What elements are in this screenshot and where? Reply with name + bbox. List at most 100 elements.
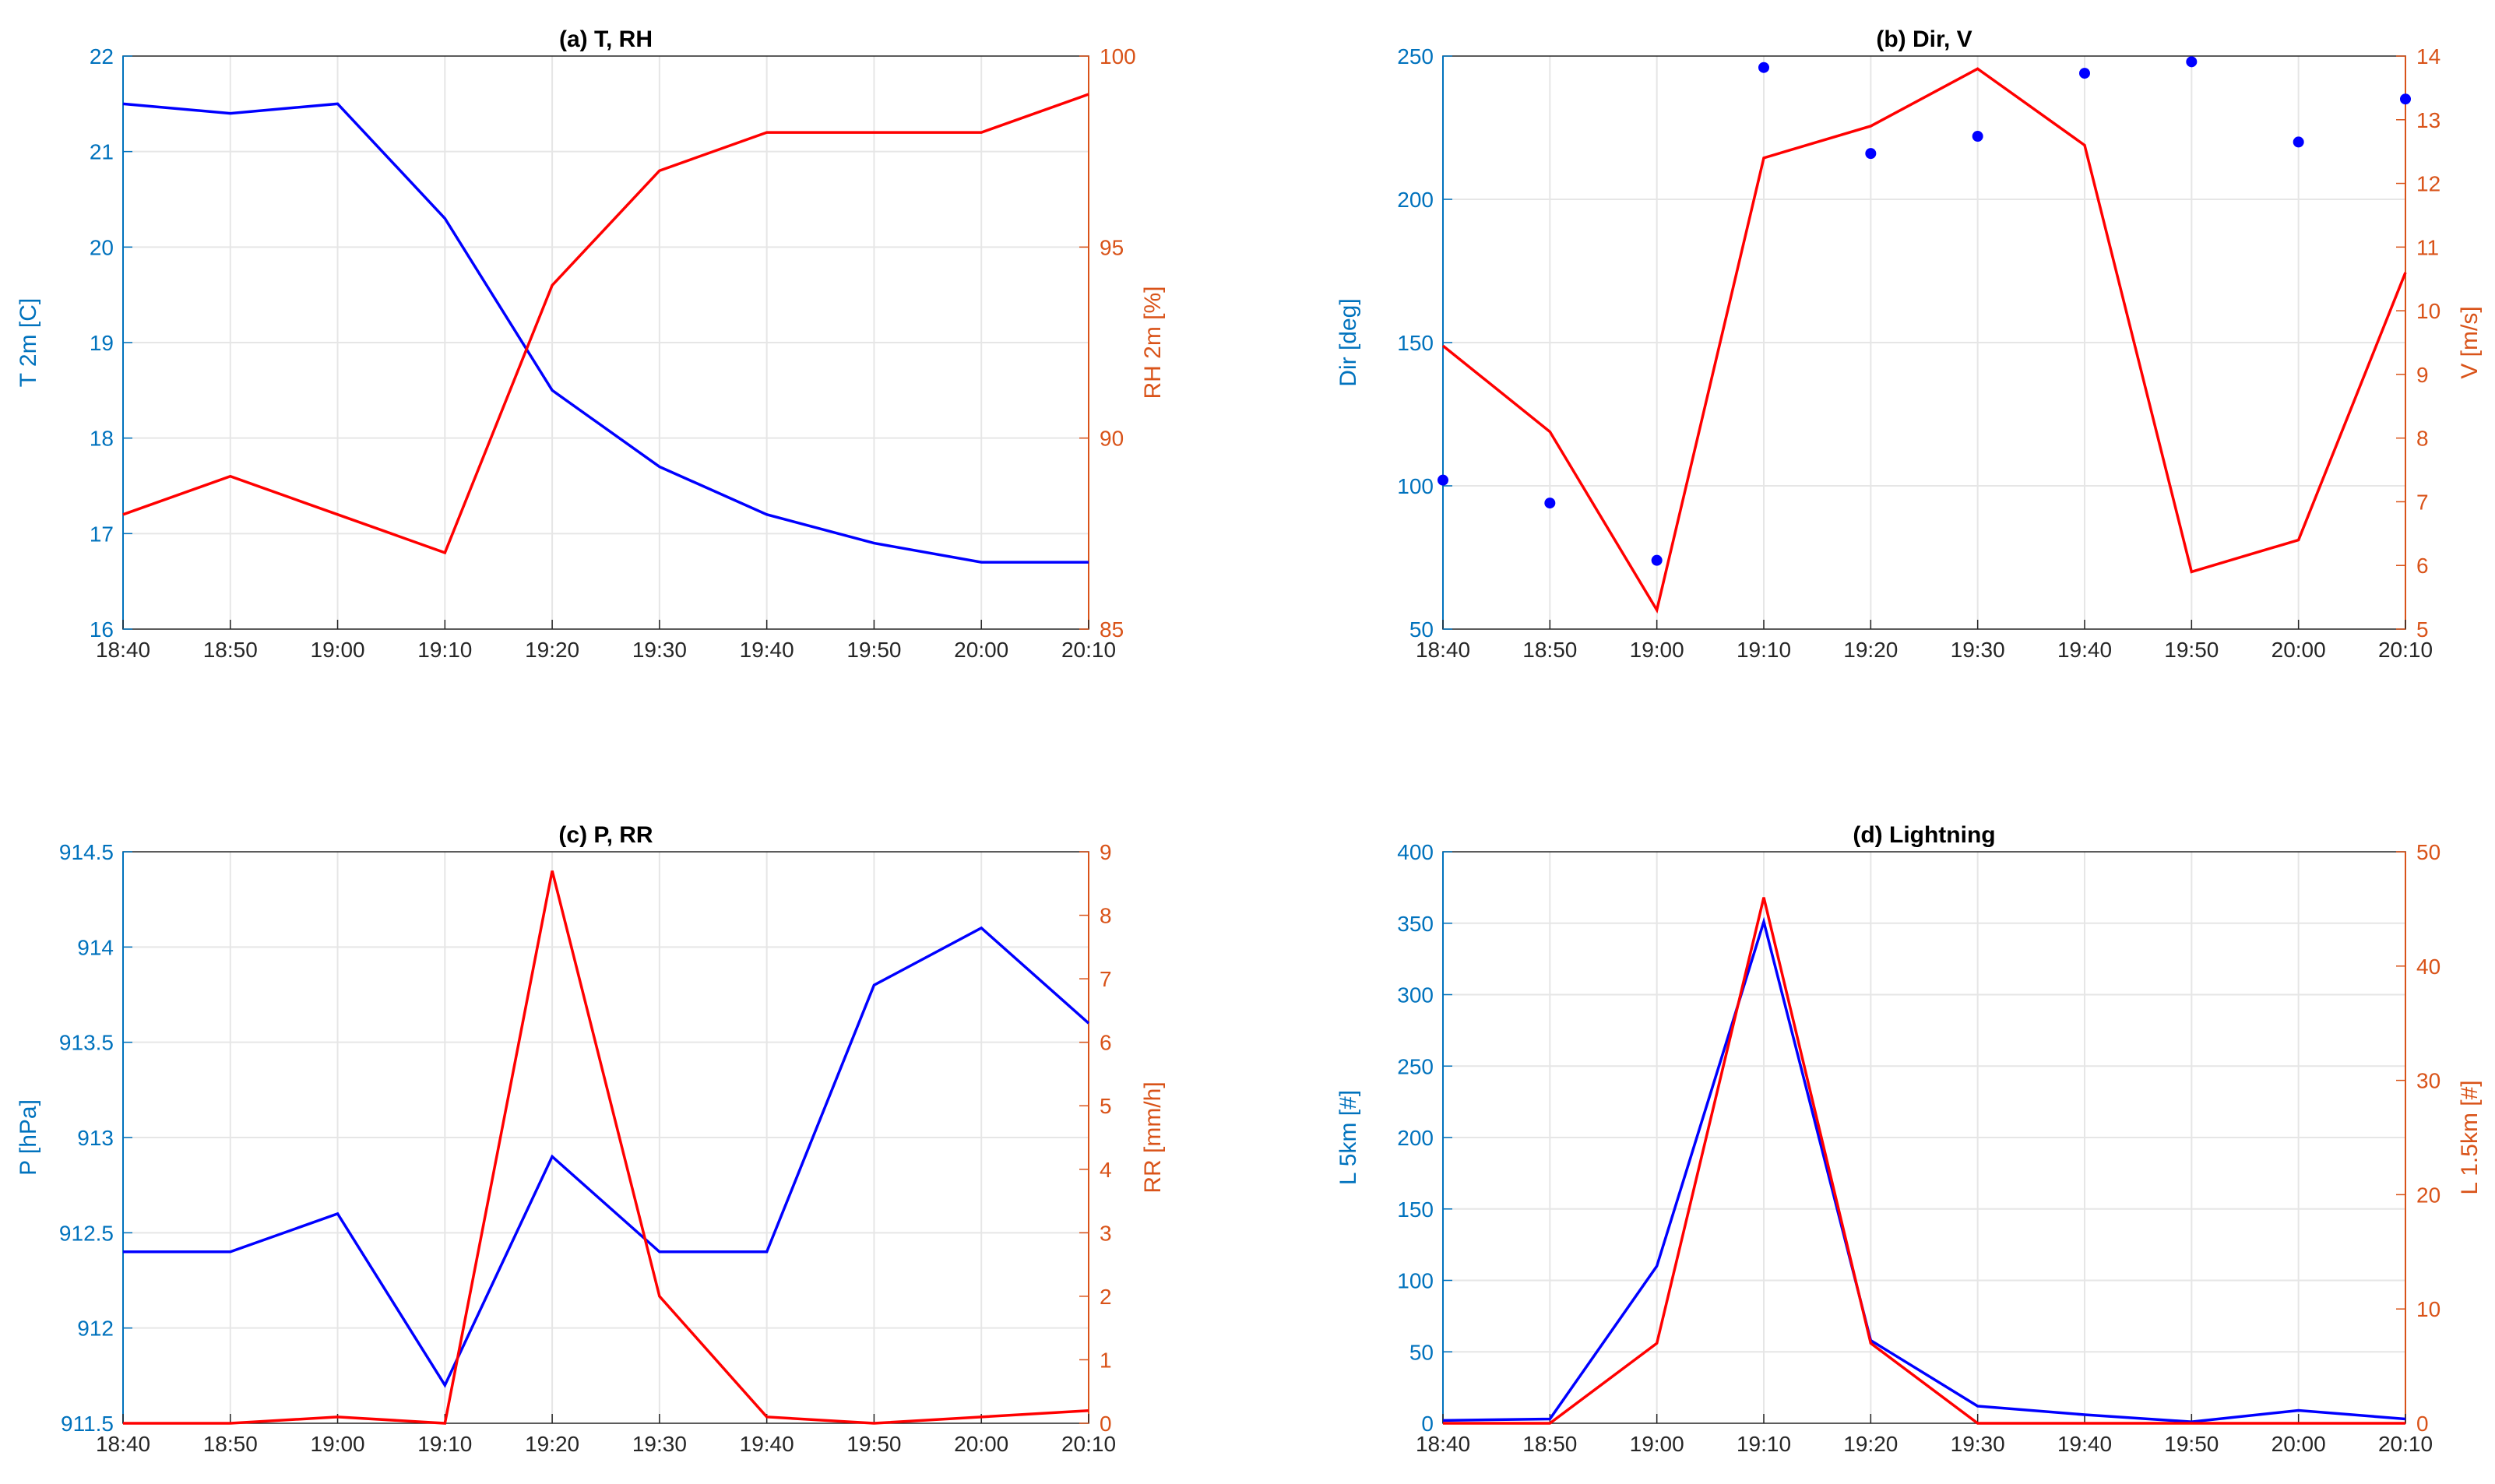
left-tick-label: 914 <box>77 935 114 959</box>
x-tick-label: 18:50 <box>1522 1432 1577 1456</box>
right-tick-label: 2 <box>1100 1285 1112 1309</box>
left-tick-label: 17 <box>90 522 114 546</box>
series-line <box>122 102 1089 564</box>
left-tick-label: 400 <box>1397 840 1434 864</box>
x-tick-label: 18:40 <box>1416 638 1470 662</box>
left-tick-label: 914.5 <box>59 840 114 864</box>
series-line <box>1443 897 2405 1425</box>
right-tick-label: 90 <box>1100 427 1124 451</box>
right-tick-label: 13 <box>2416 108 2440 132</box>
series-rr <box>122 870 1089 1425</box>
right-tick-label: 11 <box>2416 235 2439 259</box>
series-rh-2m <box>122 93 1089 555</box>
right-tick-label: 20 <box>2416 1183 2440 1207</box>
x-tick-label: 20:10 <box>1061 638 1116 662</box>
data-point <box>1865 148 1877 160</box>
x-tick-label: 20:00 <box>2272 1432 2326 1456</box>
right-tick-label: 95 <box>1100 235 1124 259</box>
left-tick-label: 250 <box>1397 44 1434 69</box>
panel-title: (c) P, RR <box>558 822 653 848</box>
right-axis-label: RR [mm/h] <box>1140 1081 1166 1193</box>
x-tick-label: 18:50 <box>203 638 258 662</box>
x-tick-label: 19:00 <box>1630 1432 1684 1456</box>
x-tick-label: 19:30 <box>1951 638 2005 662</box>
left-tick-label: 350 <box>1397 912 1434 936</box>
right-tick-label: 0 <box>2416 1412 2429 1436</box>
left-axis-label: Dir [deg] <box>1335 298 1361 386</box>
x-tick-label: 18:40 <box>96 1432 150 1456</box>
left-tick-label: 16 <box>90 617 114 642</box>
x-tick-label: 18:50 <box>203 1432 258 1456</box>
x-tick-label: 19:00 <box>311 1432 365 1456</box>
series-line <box>123 926 1090 1388</box>
left-tick-label: 50 <box>1409 1340 1434 1364</box>
left-tick-label: 913.5 <box>59 1031 114 1055</box>
x-tick-label: 19:10 <box>417 638 472 662</box>
left-tick-label: 250 <box>1397 1054 1434 1078</box>
right-axis-label: V [m/s] <box>2457 306 2483 378</box>
right-tick-label: 6 <box>2416 554 2429 578</box>
left-tick-label: 300 <box>1397 983 1434 1008</box>
x-tick-label: 19:50 <box>846 638 901 662</box>
left-tick-label: 912.5 <box>59 1221 114 1245</box>
right-tick-label: 4 <box>1100 1158 1112 1182</box>
x-tick-label: 19:20 <box>1843 638 1898 662</box>
x-tick-label: 19:30 <box>632 1432 687 1456</box>
x-tick-label: 19:40 <box>740 638 794 662</box>
data-point <box>1758 62 1769 73</box>
chart-panel-1: 18:40 18:50 19:00 19:10 19:20 19:30 19:40 19:50… <box>16 26 1166 662</box>
x-tick-label: 19:30 <box>1951 1432 2005 1456</box>
data-point <box>1438 474 1448 486</box>
right-tick-label: 10 <box>2416 299 2440 323</box>
left-axis-label: T 2m [C] <box>16 298 41 387</box>
right-tick-label: 30 <box>2416 1069 2440 1093</box>
chart-panel-3: 18:40 18:50 19:00 19:10 19:20 19:30 19:40 19:50… <box>16 822 1166 1456</box>
left-tick-label: 911.5 <box>61 1412 114 1436</box>
data-point <box>2186 56 2198 68</box>
left-tick-label: 21 <box>90 140 114 164</box>
chart-panel-4: 18:40 18:50 19:00 19:10 19:20 19:30 19:40 19:50… <box>1335 822 2483 1456</box>
right-tick-label: 100 <box>1100 44 1136 69</box>
left-tick-label: 22 <box>90 44 114 69</box>
left-tick-label: 200 <box>1397 1126 1434 1150</box>
left-tick-label: 150 <box>1397 1197 1434 1222</box>
x-tick-label: 19:50 <box>846 1432 901 1456</box>
x-tick-label: 19:40 <box>740 1432 794 1456</box>
x-tick-label: 19:10 <box>417 1432 472 1456</box>
right-tick-label: 40 <box>2416 955 2440 979</box>
right-tick-label: 0 <box>1100 1412 1112 1436</box>
data-point <box>1651 554 1663 566</box>
right-tick-label: 85 <box>1100 617 1124 642</box>
data-point <box>2079 68 2090 79</box>
left-tick-label: 20 <box>90 235 114 259</box>
left-tick-label: 200 <box>1397 188 1434 212</box>
x-tick-label: 19:50 <box>2164 1432 2219 1456</box>
left-tick-label: 150 <box>1397 331 1434 355</box>
right-tick-label: 5 <box>2416 617 2429 642</box>
series-line <box>1442 916 2406 1423</box>
right-tick-label: 9 <box>1100 840 1112 864</box>
right-axis-label: RH 2m [%] <box>1140 286 1166 399</box>
series-dir <box>1438 56 2411 566</box>
series-l-1-5km <box>1442 897 2406 1425</box>
x-tick-label: 19:00 <box>1630 638 1684 662</box>
x-tick-label: 18:50 <box>1522 638 1577 662</box>
series-line <box>122 93 1089 555</box>
right-tick-label: 5 <box>1100 1094 1112 1118</box>
series-p <box>122 926 1090 1388</box>
right-tick-label: 7 <box>1100 967 1112 991</box>
data-point <box>1972 131 1983 142</box>
x-tick-label: 20:10 <box>1061 1432 1116 1456</box>
data-point <box>1544 498 1556 509</box>
x-tick-label: 20:10 <box>2378 1432 2433 1456</box>
x-tick-label: 19:50 <box>2164 638 2219 662</box>
left-tick-label: 18 <box>90 427 114 451</box>
series-line <box>1441 67 2407 614</box>
x-tick-label: 18:40 <box>96 638 150 662</box>
x-tick-label: 18:40 <box>1416 1432 1470 1456</box>
right-tick-label: 3 <box>1100 1221 1112 1245</box>
right-tick-label: 1 <box>1100 1348 1112 1372</box>
right-tick-label: 7 <box>2416 490 2429 514</box>
right-axis-label: L 1.5km [#] <box>2457 1080 2483 1194</box>
